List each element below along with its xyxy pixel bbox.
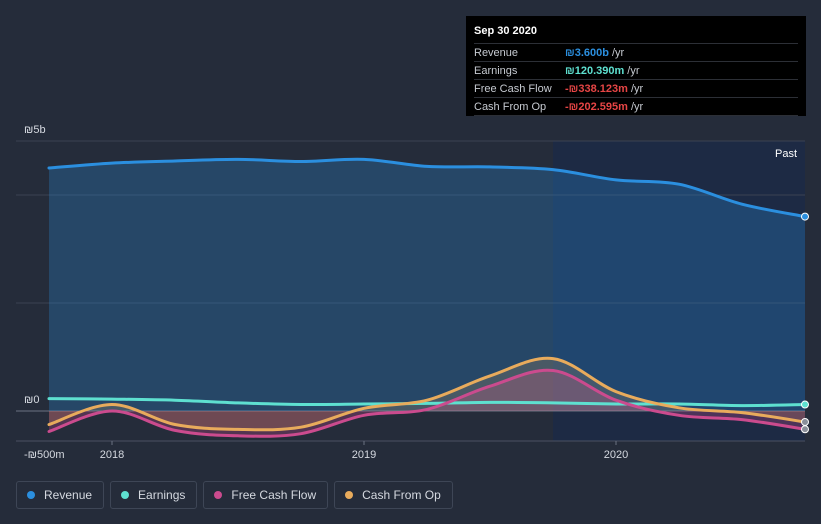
legend-label: Free Cash Flow [231,488,317,502]
tooltip: Sep 30 2020 Revenue ₪3.600b /yr Earnings… [466,16,806,116]
end-point-earnings [801,400,809,409]
legend-dot-icon [121,491,130,499]
legend-item-earnings[interactable]: Earnings [110,481,198,509]
tooltip-label: Free Cash Flow [474,82,552,95]
series-area-revenue [49,159,805,411]
y-tick-label: -₪500m [24,449,65,461]
tooltip-value: ₪3.600b [565,46,609,59]
y-tick-label: ₪5b [24,124,46,136]
tooltip-label: Revenue [474,46,519,59]
tooltip-unit: /yr [630,100,644,113]
series-line-revenue [47,157,807,219]
legend: Revenue Earnings Free Cash Flow Cash Fro… [16,481,453,509]
legend-dot-icon [345,491,354,499]
tooltip-value: ₪120.390m [565,64,625,77]
x-tick-label: 2020 [604,449,628,461]
x-tick-label: 2018 [100,449,124,461]
tooltip-row-cash-from-op: Cash From Op -₪202.595m /yr [474,97,798,116]
legend-label: Cash From Op [362,488,441,502]
x-tick-label: 2019 [352,449,376,461]
chart-tick-labels: ₪5b ₪0 -₪500m 2018 2019 2020 Past [24,124,797,461]
series-line-earnings [47,397,807,408]
series-line-free-cash-flow [47,368,807,438]
tooltip-value: -₪202.595m [565,100,628,113]
chart-area-fills [49,159,805,437]
legend-label: Revenue [44,488,93,502]
tooltip-row-revenue: Revenue ₪3.600b /yr [474,43,798,61]
tooltip-unit: /yr [611,46,625,59]
tooltip-row-free-cash-flow: Free Cash Flow -₪338.123m /yr [474,79,798,97]
tooltip-label: Cash From Op [474,100,547,113]
chart-series-lines [47,157,807,438]
series-line-cash-from-op [47,356,807,432]
legend-dot-icon [27,491,35,499]
tooltip-unit: /yr [627,64,640,77]
legend-item-free-cash-flow[interactable]: Free Cash Flow [203,481,329,509]
tooltip-date: Sep 30 2020 [474,25,537,37]
y-tick-label: ₪0 [24,394,39,406]
end-point-cash-from-op [801,417,809,426]
chart-end-points [801,212,809,434]
series-area-free-cash-flow [49,370,805,437]
tooltip-row-earnings: Earnings ₪120.390m /yr [474,61,798,79]
series-area-cash-from-op [49,358,805,430]
tooltip-label: Earnings [474,64,518,77]
end-point-revenue [801,212,809,221]
tooltip-unit: /yr [630,82,644,95]
end-point-free-cash-flow [801,425,809,434]
legend-item-revenue[interactable]: Revenue [16,481,105,509]
legend-dot-icon [214,491,223,499]
tooltip-value: -₪338.123m [565,82,628,95]
legend-label: Earnings [138,488,186,502]
period-label: Past [775,148,797,160]
legend-item-cash-from-op[interactable]: Cash From Op [334,481,453,509]
